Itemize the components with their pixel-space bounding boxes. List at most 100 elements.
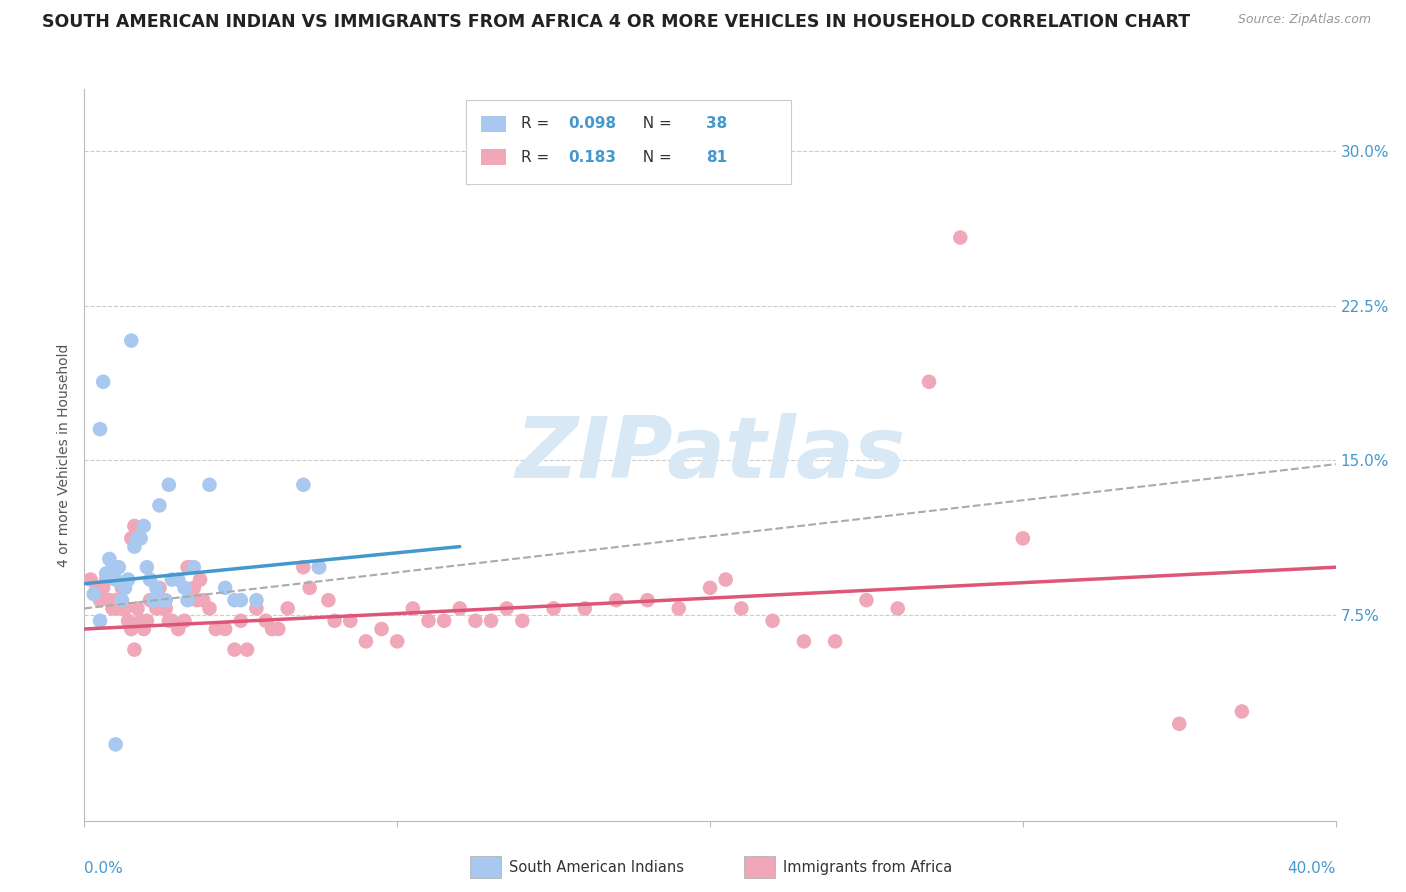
Point xyxy=(96,566,118,581)
Text: Source: ZipAtlas.com: Source: ZipAtlas.com xyxy=(1237,13,1371,27)
Text: N =: N = xyxy=(634,116,678,131)
Point xyxy=(107,601,129,615)
Point xyxy=(245,593,267,607)
Point xyxy=(292,560,315,574)
Point xyxy=(298,581,321,595)
Text: R =: R = xyxy=(520,150,554,165)
Point xyxy=(236,642,259,657)
Text: N =: N = xyxy=(634,150,678,165)
Point xyxy=(224,642,246,657)
Point xyxy=(120,532,142,546)
Point xyxy=(124,540,146,554)
Point xyxy=(188,573,211,587)
Point xyxy=(155,601,177,615)
Point xyxy=(139,573,162,587)
Point xyxy=(183,581,205,595)
Point xyxy=(214,581,236,595)
Point xyxy=(91,581,114,595)
Point xyxy=(730,601,752,615)
Point xyxy=(148,581,170,595)
Text: 0.0%: 0.0% xyxy=(84,861,124,876)
Point xyxy=(277,601,299,615)
Point xyxy=(637,593,659,607)
Point xyxy=(114,581,136,595)
Point xyxy=(104,573,127,587)
Point xyxy=(127,532,149,546)
Point xyxy=(1230,705,1253,719)
Point xyxy=(512,614,534,628)
Point xyxy=(114,601,136,615)
Point xyxy=(152,593,174,607)
Point xyxy=(142,593,165,607)
Point xyxy=(98,552,121,566)
Point xyxy=(339,614,361,628)
FancyBboxPatch shape xyxy=(465,100,792,185)
Point xyxy=(198,601,221,615)
Text: 0.183: 0.183 xyxy=(568,150,616,165)
Point xyxy=(101,601,124,615)
Point xyxy=(385,634,409,648)
Point xyxy=(142,593,165,607)
Point xyxy=(117,573,139,587)
Point xyxy=(107,560,129,574)
Point xyxy=(193,593,215,607)
Point xyxy=(214,622,236,636)
Point xyxy=(120,622,142,636)
Point xyxy=(262,622,284,636)
Point xyxy=(887,601,910,615)
Point xyxy=(918,375,941,389)
Point xyxy=(173,581,195,595)
Point xyxy=(292,477,315,491)
Point xyxy=(308,560,330,574)
Point xyxy=(574,601,596,615)
Point xyxy=(318,593,340,607)
Point xyxy=(129,614,152,628)
Point xyxy=(145,581,167,595)
Point xyxy=(129,532,152,546)
Point xyxy=(139,593,162,607)
Point xyxy=(699,581,721,595)
Point xyxy=(136,614,159,628)
Point xyxy=(229,614,252,628)
Point xyxy=(418,614,440,628)
Bar xyxy=(470,856,501,878)
Point xyxy=(160,573,183,587)
Point xyxy=(167,573,190,587)
Point xyxy=(132,622,155,636)
Bar xyxy=(744,856,775,878)
Text: South American Indians: South American Indians xyxy=(509,860,683,874)
Point xyxy=(89,614,111,628)
Point xyxy=(464,614,486,628)
Point xyxy=(605,593,627,607)
Text: Immigrants from Africa: Immigrants from Africa xyxy=(783,860,952,874)
Point xyxy=(155,593,177,607)
Point xyxy=(479,614,502,628)
Point xyxy=(83,587,105,601)
Point xyxy=(949,230,972,244)
Point xyxy=(449,601,471,615)
Text: 38: 38 xyxy=(706,116,727,131)
Point xyxy=(96,573,118,587)
Point xyxy=(495,601,517,615)
Point xyxy=(127,601,149,615)
Text: 40.0%: 40.0% xyxy=(1288,861,1336,876)
Point xyxy=(101,560,124,574)
Point xyxy=(89,422,111,436)
Point xyxy=(152,601,174,615)
Point xyxy=(323,614,346,628)
Point xyxy=(98,593,121,607)
Text: 0.098: 0.098 xyxy=(568,116,616,131)
Text: ZIPatlas: ZIPatlas xyxy=(515,413,905,497)
Point xyxy=(824,634,846,648)
Point xyxy=(198,477,221,491)
Text: R =: R = xyxy=(520,116,554,131)
Y-axis label: 4 or more Vehicles in Household: 4 or more Vehicles in Household xyxy=(58,343,72,566)
Point xyxy=(132,519,155,533)
Point xyxy=(89,593,111,607)
Point xyxy=(793,634,815,648)
Point xyxy=(543,601,565,615)
Point xyxy=(145,601,167,615)
Point xyxy=(855,593,877,607)
Point xyxy=(180,560,202,574)
Point xyxy=(183,560,205,574)
